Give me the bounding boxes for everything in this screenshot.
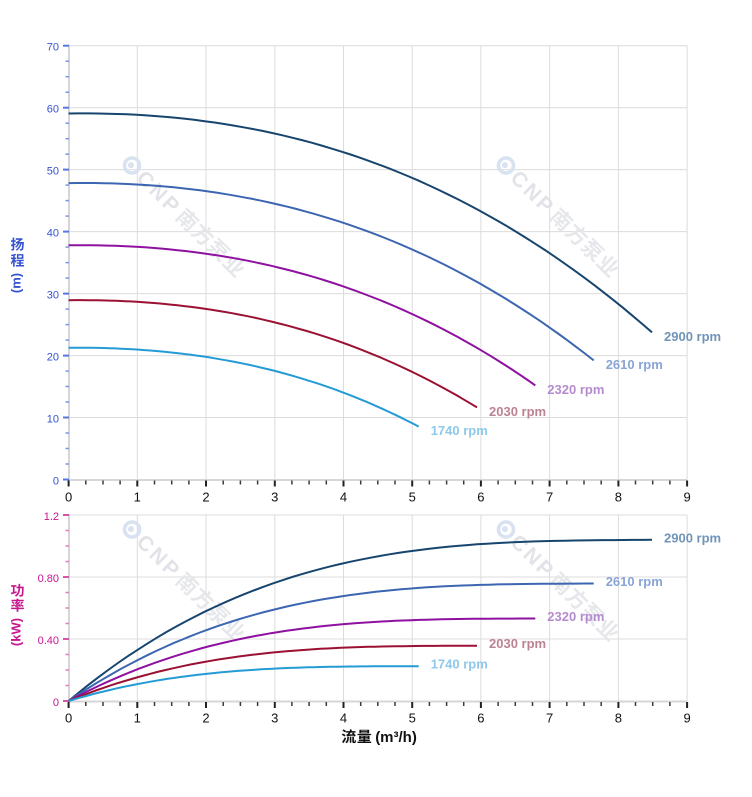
svg-text:30: 30 (47, 290, 59, 302)
svg-text:7: 7 (546, 490, 553, 505)
svg-text:(kW): (kW) (9, 618, 24, 646)
svg-text:2320 rpm: 2320 rpm (547, 609, 604, 624)
svg-text:3: 3 (271, 490, 278, 505)
svg-text:0: 0 (53, 697, 59, 709)
svg-text:10: 10 (47, 414, 59, 426)
svg-text:0: 0 (65, 711, 72, 726)
svg-text:2610 rpm: 2610 rpm (606, 574, 663, 589)
svg-text:5: 5 (409, 490, 416, 505)
svg-text:6: 6 (477, 711, 484, 726)
svg-text:8: 8 (615, 711, 622, 726)
svg-text:(m³/h): (m³/h) (375, 729, 417, 746)
svg-text:9: 9 (683, 711, 690, 726)
svg-text:60: 60 (47, 104, 59, 116)
svg-text:40: 40 (47, 228, 59, 240)
svg-text:2610 rpm: 2610 rpm (606, 357, 663, 372)
svg-text:7: 7 (546, 711, 553, 726)
svg-text:2320 rpm: 2320 rpm (547, 382, 604, 397)
svg-text:3: 3 (271, 711, 278, 726)
svg-text:20: 20 (47, 352, 59, 364)
svg-text:9: 9 (683, 490, 690, 505)
svg-text:6: 6 (477, 490, 484, 505)
svg-text:8: 8 (615, 490, 622, 505)
svg-text:0.40: 0.40 (38, 635, 59, 647)
svg-text:2900 rpm: 2900 rpm (664, 329, 721, 344)
svg-text:1: 1 (134, 490, 141, 505)
svg-text:0: 0 (53, 476, 59, 488)
svg-text:2030 rpm: 2030 rpm (489, 404, 546, 419)
svg-text:4: 4 (340, 490, 347, 505)
svg-text:1.2: 1.2 (44, 511, 59, 523)
svg-text:1740 rpm: 1740 rpm (431, 657, 488, 672)
svg-text:1740 rpm: 1740 rpm (431, 423, 488, 438)
svg-text:2900 rpm: 2900 rpm (664, 530, 721, 545)
svg-text:0.80: 0.80 (38, 573, 59, 585)
svg-text:2: 2 (202, 490, 209, 505)
svg-text:2030 rpm: 2030 rpm (489, 636, 546, 651)
svg-text:0: 0 (65, 490, 72, 505)
svg-text:70: 70 (47, 42, 59, 54)
svg-text:(m): (m) (9, 273, 24, 293)
svg-text:5: 5 (409, 711, 416, 726)
svg-text:4: 4 (340, 711, 347, 726)
svg-text:50: 50 (47, 166, 59, 178)
svg-text:1: 1 (134, 711, 141, 726)
svg-text:2: 2 (202, 711, 209, 726)
